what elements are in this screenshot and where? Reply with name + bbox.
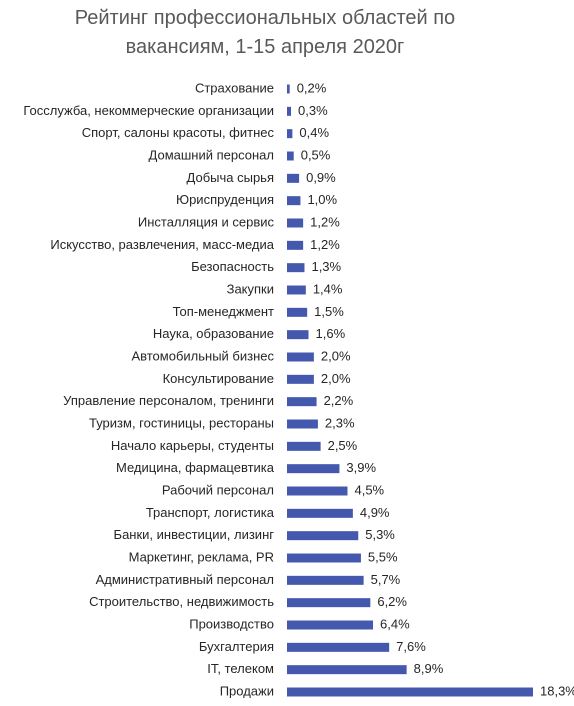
data-label: 3,9% [346,460,376,475]
data-label: 0,2% [297,80,327,95]
bar [287,285,306,295]
y-tick-label: Медицина, фармацевтика [116,460,275,475]
data-label: 0,3% [298,103,328,118]
y-tick-label: Консультирование [163,371,274,386]
bar [287,106,292,116]
y-tick-label: Госслужба, некоммерческие организации [23,103,274,118]
y-tick-label: Закупки [227,281,274,296]
y-tick-label: Добыча сырья [187,170,274,185]
bar [287,397,317,407]
y-tick-label: Управление персоналом, тренинги [63,393,274,408]
y-tick-label: Рабочий персонал [162,482,274,497]
y-tick-label: Безопасность [191,259,274,274]
bar [287,508,353,518]
bar [287,598,371,608]
bar [287,330,309,340]
bar [287,196,301,206]
data-label: 2,5% [328,438,358,453]
y-tick-label: Начало карьеры, студенты [111,438,274,453]
y-tick-label: Банки, инвестиции, лизинг [114,527,275,542]
bar [287,240,304,250]
data-label: 5,3% [365,527,395,542]
data-label: 8,9% [414,661,444,676]
bar [287,352,314,362]
y-tick-label: Топ-менеджмент [173,304,274,319]
y-tick-label: IT, телеком [207,661,274,676]
chart-title: Рейтинг профессиональных областей по вак… [74,7,456,58]
bar [287,419,318,429]
data-label: 0,9% [306,170,336,185]
y-tick-label: Бухгалтерия [199,639,274,654]
bar [287,374,314,384]
data-label: 18,3% [540,683,574,698]
y-tick-label: Строительство, недвижимость [89,594,274,609]
bar [287,486,348,496]
data-label: 2,3% [325,415,355,430]
bar [287,553,361,563]
data-label: 1,2% [310,237,340,252]
bar [287,531,359,541]
y-tick-label: Спорт, салоны красоты, фитнес [82,125,275,140]
data-label: 1,4% [313,281,343,296]
y-tick-label: Наука, образование [153,326,274,341]
data-label: 1,2% [310,214,340,229]
bar [287,441,321,451]
y-tick-label: Домашний персонал [149,147,274,162]
data-label: 2,0% [321,371,351,386]
y-tick-label: Продажи [220,683,274,698]
bar [287,642,390,652]
data-label: 2,0% [321,348,351,363]
y-tick-label: Инсталляция и сервис [138,214,275,229]
bar [287,575,364,585]
data-label: 6,4% [380,616,410,631]
data-label: 1,3% [311,259,341,274]
bar [287,620,374,630]
bar [287,687,533,697]
y-tick-label: Туризм, гостиницы, рестораны [89,415,274,430]
y-tick-label: Искусство, развлечения, масс-медиа [50,237,274,252]
y-tick-label: Административный персонал [96,572,274,587]
y-tick-label: Производство [189,616,274,631]
data-label: 4,9% [360,505,390,520]
data-label: 1,5% [314,304,344,319]
data-label: 2,2% [324,393,354,408]
bar [287,665,407,675]
data-label: 0,5% [301,147,331,162]
y-tick-label: Страхование [195,80,274,95]
bar [287,218,304,228]
bar [287,173,300,183]
y-tick-label: Транспорт, логистика [146,505,275,520]
bar [287,464,340,474]
data-label: 6,2% [377,594,407,609]
data-label: 0,4% [299,125,329,140]
y-tick-label: Автомобильный бизнес [131,348,274,363]
bar [287,151,294,161]
y-tick-label: Юриспруденция [176,192,274,207]
data-label: 7,6% [396,639,426,654]
bar [287,307,308,317]
y-tick-label: Маркетинг, реклама, PR [129,549,274,564]
data-label: 5,5% [368,549,398,564]
data-label: 4,5% [354,482,384,497]
bar [287,84,290,94]
bar [287,129,293,139]
bar [287,263,305,273]
data-label: 1,0% [307,192,337,207]
data-label: 5,7% [371,572,401,587]
data-label: 1,6% [316,326,346,341]
